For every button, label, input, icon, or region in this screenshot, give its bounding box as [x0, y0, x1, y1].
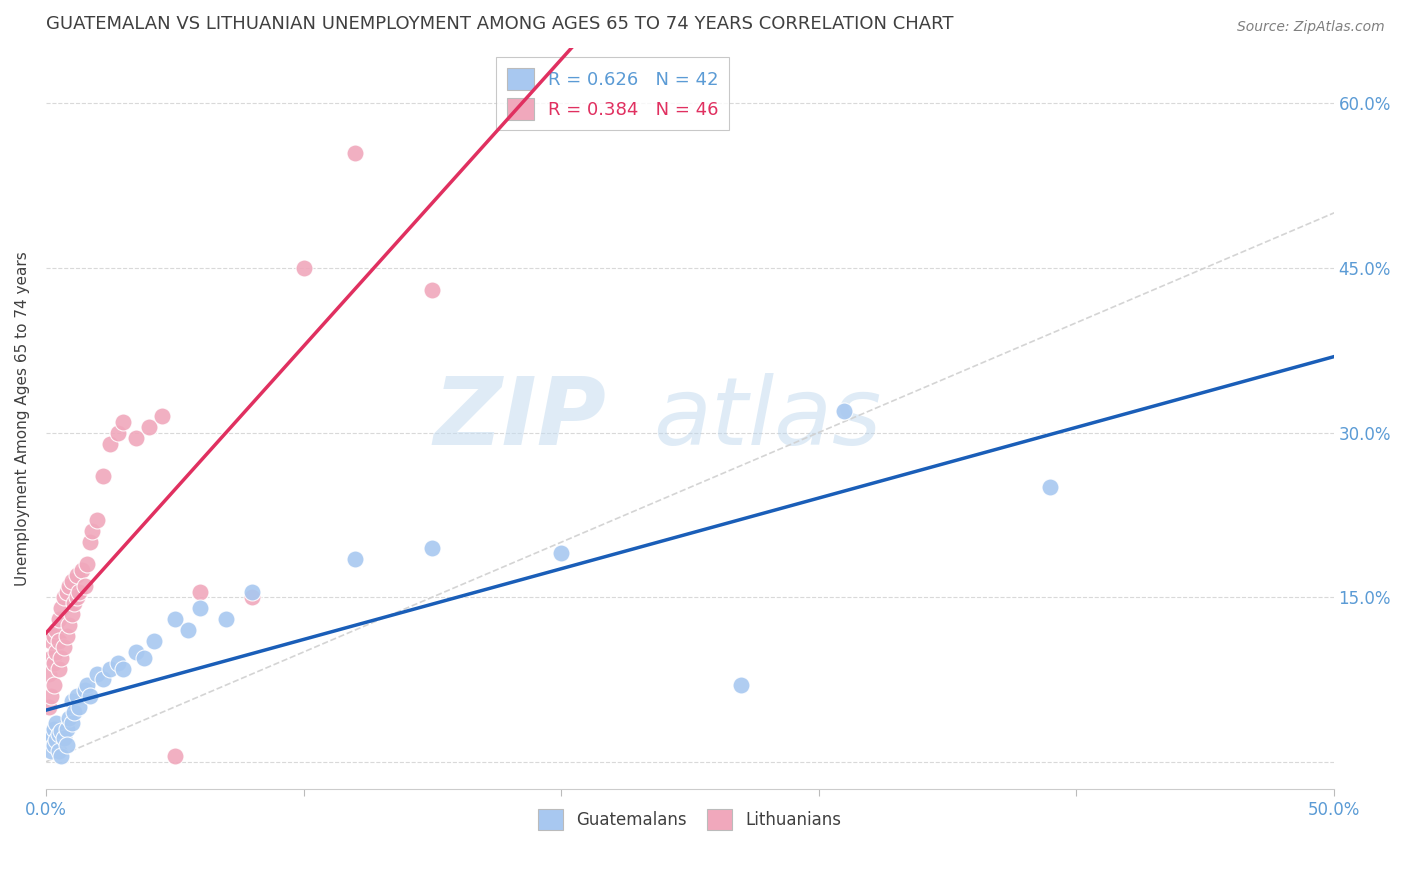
Point	[86, 513, 108, 527]
Point	[240, 584, 263, 599]
Point	[91, 673, 114, 687]
Point	[730, 678, 752, 692]
Point	[107, 656, 129, 670]
Text: atlas: atlas	[652, 374, 882, 465]
Point	[63, 706, 86, 720]
Point	[420, 541, 443, 555]
Point	[48, 727, 70, 741]
Point	[112, 415, 135, 429]
Point	[53, 590, 76, 604]
Point	[42, 678, 65, 692]
Point	[76, 558, 98, 572]
Point	[42, 739, 65, 753]
Point	[38, 732, 60, 747]
Text: Source: ZipAtlas.com: Source: ZipAtlas.com	[1237, 20, 1385, 34]
Point	[51, 724, 73, 739]
Point	[86, 667, 108, 681]
Point	[834, 403, 856, 417]
Point	[60, 694, 83, 708]
Point	[76, 678, 98, 692]
Point	[112, 661, 135, 675]
Point	[48, 744, 70, 758]
Point	[66, 689, 89, 703]
Point	[163, 612, 186, 626]
Point	[1039, 480, 1062, 494]
Point	[163, 749, 186, 764]
Point	[98, 661, 121, 675]
Point	[38, 667, 60, 681]
Point	[51, 749, 73, 764]
Point	[60, 607, 83, 621]
Point	[82, 524, 104, 539]
Legend: Guatemalans, Lithuanians: Guatemalans, Lithuanians	[531, 803, 848, 837]
Text: ZIP: ZIP	[433, 373, 606, 465]
Point	[39, 689, 62, 703]
Point	[39, 744, 62, 758]
Point	[53, 640, 76, 654]
Point	[190, 601, 212, 615]
Point	[45, 732, 67, 747]
Text: GUATEMALAN VS LITHUANIAN UNEMPLOYMENT AMONG AGES 65 TO 74 YEARS CORRELATION CHAR: GUATEMALAN VS LITHUANIAN UNEMPLOYMENT AM…	[46, 15, 953, 33]
Point	[48, 634, 70, 648]
Point	[55, 739, 77, 753]
Point	[48, 661, 70, 675]
Point	[550, 546, 572, 560]
Point	[39, 727, 62, 741]
Point	[91, 469, 114, 483]
Point	[45, 716, 67, 731]
Point	[66, 568, 89, 582]
Point	[48, 612, 70, 626]
Point	[60, 574, 83, 588]
Point	[55, 722, 77, 736]
Point	[79, 535, 101, 549]
Point	[58, 711, 80, 725]
Point	[138, 420, 160, 434]
Point	[292, 260, 315, 275]
Point	[51, 650, 73, 665]
Point	[58, 579, 80, 593]
Point	[69, 584, 91, 599]
Point	[125, 645, 148, 659]
Point	[343, 551, 366, 566]
Point	[150, 409, 173, 423]
Point	[42, 722, 65, 736]
Point	[79, 689, 101, 703]
Point	[190, 584, 212, 599]
Point	[39, 634, 62, 648]
Point	[38, 700, 60, 714]
Point	[343, 145, 366, 160]
Point	[176, 623, 198, 637]
Point	[240, 590, 263, 604]
Y-axis label: Unemployment Among Ages 65 to 74 years: Unemployment Among Ages 65 to 74 years	[15, 252, 30, 586]
Point	[55, 629, 77, 643]
Point	[73, 683, 96, 698]
Point	[125, 431, 148, 445]
Point	[69, 700, 91, 714]
Point	[60, 716, 83, 731]
Point	[420, 283, 443, 297]
Point	[63, 596, 86, 610]
Point	[73, 579, 96, 593]
Point	[53, 731, 76, 745]
Point	[55, 584, 77, 599]
Point	[42, 656, 65, 670]
Point	[51, 601, 73, 615]
Point	[215, 612, 238, 626]
Point	[45, 623, 67, 637]
Point	[132, 650, 155, 665]
Point	[39, 650, 62, 665]
Point	[45, 645, 67, 659]
Point	[98, 436, 121, 450]
Point	[70, 563, 93, 577]
Point	[66, 590, 89, 604]
Point	[58, 617, 80, 632]
Point	[143, 634, 166, 648]
Point	[107, 425, 129, 440]
Point	[42, 629, 65, 643]
